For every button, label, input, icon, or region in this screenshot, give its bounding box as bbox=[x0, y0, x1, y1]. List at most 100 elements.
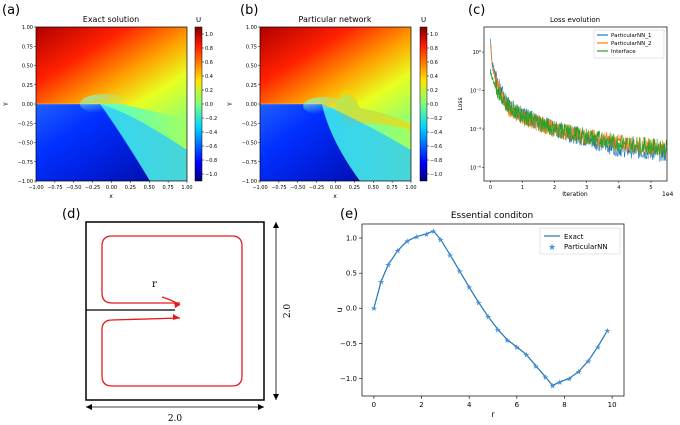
colorbar-tick-label: 0.4 bbox=[205, 74, 213, 80]
panel-b-xticks: −1.00 −0.75 −0.50 −0.25 0.00 0.25 0.50 0.75 1.00 bbox=[252, 181, 417, 191]
y-tick-label: 1.00 bbox=[246, 25, 257, 31]
x-tick-label: 8 bbox=[562, 401, 566, 409]
y-tick-label: 1.00 bbox=[22, 25, 33, 31]
panel-a-xticks: −1.00 −0.75 −0.50 −0.25 0.00 0.25 0.50 0.75 1.00 bbox=[28, 181, 193, 191]
panel-e-plot-area: ★★★★★ ★ ★ ★★★★★★★★★★★★★★ ★ ★★★★★ bbox=[370, 227, 611, 390]
x-tick-label: 2 bbox=[419, 401, 423, 409]
domain-square bbox=[85, 221, 265, 401]
panel-a-title: Exact solution bbox=[83, 15, 139, 24]
particularnn-point: ★ bbox=[556, 378, 563, 387]
y-tick-label: 10⁰ bbox=[473, 50, 481, 56]
particularnn-point: ★ bbox=[566, 374, 573, 383]
colorbar-tick-label: 0.6 bbox=[205, 60, 213, 66]
x-tick-label: 0.00 bbox=[330, 185, 341, 191]
legend-label-interface: Interface bbox=[611, 49, 636, 55]
particularnn-point: ★ bbox=[370, 304, 377, 313]
panel-e-xlabel: r bbox=[491, 410, 495, 419]
y-tick-label: −1.0 bbox=[340, 375, 357, 383]
panel-b-letter: (b) bbox=[240, 3, 258, 18]
x-tick-label: 0.00 bbox=[106, 185, 117, 191]
colorbar-tick-label: −0.8 bbox=[205, 158, 217, 164]
particularnn-point: ★ bbox=[604, 327, 611, 336]
y-tick-label: −0.50 bbox=[18, 141, 33, 147]
x-tick-label: 0.25 bbox=[349, 185, 360, 191]
panel-e: (e) Essential conditon ★★★★★ ★ ★ ★★★★★★★★★★… bbox=[335, 207, 625, 419]
x-tick-label: 0 bbox=[489, 185, 492, 191]
x-tick-label: 6 bbox=[515, 401, 520, 409]
path-arrow-upper bbox=[174, 302, 180, 308]
particularnn-point: ★ bbox=[447, 251, 454, 260]
colorbar-tick-label: 0.2 bbox=[430, 88, 438, 94]
panel-b-title: Particular network bbox=[299, 15, 372, 24]
panel-e-yticks: 1.0 0.5 0.0 −0.5 −1.0 bbox=[340, 235, 362, 383]
colorbar-tick-label: −1.0 bbox=[205, 172, 217, 178]
colorbar-tick-label: −0.4 bbox=[205, 130, 217, 136]
panel-c-x-multiplier: 1e4 bbox=[662, 191, 674, 198]
colorbar-tick-label: −0.6 bbox=[430, 144, 442, 150]
colorbar-tick-label: 1.0 bbox=[430, 32, 438, 38]
y-tick-label: 10⁻⁴ bbox=[470, 127, 481, 133]
particularnn-point: ★ bbox=[542, 373, 549, 382]
panel-c-legend: ParticularNN_1 ParticularNN_2 Interface bbox=[593, 29, 665, 59]
y-tick-label: 1.0 bbox=[346, 235, 357, 243]
panel-a-xlabel: x bbox=[109, 193, 113, 200]
y-tick-label: 10⁻⁶ bbox=[470, 166, 481, 172]
particularnn-point: ★ bbox=[485, 313, 492, 322]
colorbar-tick-label: −1.0 bbox=[430, 172, 442, 178]
y-tick-label: 0.5 bbox=[346, 270, 357, 278]
panel-b-colorbar bbox=[419, 26, 428, 182]
r-label: r bbox=[152, 279, 157, 290]
x-tick-label: −1.00 bbox=[252, 185, 267, 191]
y-tick-label: 0.75 bbox=[246, 44, 257, 50]
panel-a-colorbar-label: U bbox=[196, 16, 201, 24]
particularnn-point: ★ bbox=[523, 351, 530, 360]
panel-c-yticks: 10⁰ 10⁻² 10⁻⁴ 10⁻⁶ bbox=[470, 50, 484, 172]
colorbar-tick-label: 0.8 bbox=[430, 46, 438, 52]
panel-e-letter: (e) bbox=[340, 207, 358, 222]
x-tick-label: 0.50 bbox=[368, 185, 379, 191]
y-tick-label: −0.50 bbox=[242, 141, 257, 147]
x-tick-label: 0.50 bbox=[144, 185, 155, 191]
particularnn-point: ★ bbox=[494, 325, 501, 334]
colorbar-tick-label: −0.2 bbox=[205, 116, 217, 122]
x-tick-label: −1.00 bbox=[28, 185, 43, 191]
particularnn-point: ★ bbox=[594, 343, 601, 352]
legend-swatch-particular-star: ★ bbox=[548, 243, 556, 253]
loss-series-interface bbox=[490, 68, 667, 157]
path-arrow-lower bbox=[173, 314, 180, 320]
panel-a-heatmap bbox=[36, 27, 187, 181]
x-tick-label: 1.00 bbox=[181, 185, 192, 191]
particularnn-point: ★ bbox=[475, 299, 482, 308]
exact-line bbox=[373, 230, 608, 387]
panel-b-colorbar-ticks: 1.0 0.8 0.6 0.4 0.2 0.0 −0.2 −0.4 −0.6 −0.8 −1.0 bbox=[427, 32, 442, 178]
panel-a-yticks: 1.00 0.75 0.50 0.25 0.00 −0.25 −0.50 −0.75 −1.00 bbox=[18, 25, 36, 185]
y-tick-label: 0.00 bbox=[22, 102, 33, 108]
colorbar-tick-label: 0.0 bbox=[205, 102, 213, 108]
particularnn-point: ★ bbox=[585, 357, 592, 366]
particularnn-point: ★ bbox=[423, 230, 430, 239]
width-label: 2.0 bbox=[168, 414, 183, 424]
panel-b-ylabel: Y bbox=[227, 102, 234, 107]
legend-label-exact: Exact bbox=[564, 233, 584, 241]
particularnn-point: ★ bbox=[404, 237, 411, 246]
legend-label-nn1: ParticularNN_1 bbox=[611, 33, 652, 39]
y-tick-label: −0.25 bbox=[242, 121, 257, 127]
panel-b-xlabel: x bbox=[333, 193, 337, 200]
panel-a-letter: (a) bbox=[2, 3, 20, 18]
panel-c-letter: (c) bbox=[468, 3, 485, 18]
y-tick-label: 10⁻² bbox=[470, 89, 481, 95]
y-tick-label: −0.25 bbox=[18, 121, 33, 127]
panel-b-colorbar-label: U bbox=[421, 16, 426, 24]
y-tick-label: 0.0 bbox=[346, 305, 357, 313]
panel-b: (b) Particular network Y x −1.00 −0.75 −0.… bbox=[227, 3, 442, 200]
y-tick-label: −1.00 bbox=[18, 179, 33, 185]
colorbar-tick-label: −0.2 bbox=[430, 116, 442, 122]
y-tick-label: −0.5 bbox=[340, 340, 357, 348]
panel-b-yticks: 1.00 0.75 0.50 0.25 0.00 −0.25 −0.50 −0.75 −1.00 bbox=[242, 25, 260, 185]
x-tick-label: 1.00 bbox=[405, 185, 416, 191]
x-tick-label: −0.50 bbox=[66, 185, 81, 191]
x-tick-label: 3 bbox=[585, 185, 588, 191]
panel-e-legend: Exact ★ ParticularNN bbox=[539, 227, 621, 255]
colorbar-tick-label: 1.0 bbox=[205, 32, 213, 38]
